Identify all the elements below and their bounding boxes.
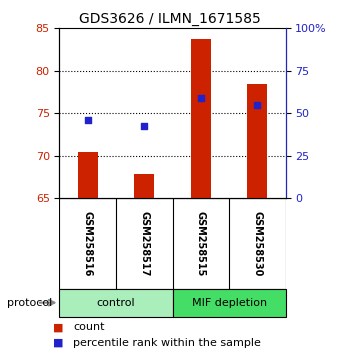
Bar — [59, 289, 173, 317]
Text: control: control — [97, 298, 135, 308]
Bar — [134, 175, 154, 198]
Text: GSM258530: GSM258530 — [252, 211, 262, 276]
Text: count: count — [73, 322, 105, 332]
Point — [255, 102, 260, 108]
Point — [85, 117, 90, 123]
Bar — [248, 84, 267, 198]
Bar — [78, 152, 98, 198]
Text: ■: ■ — [53, 338, 63, 348]
Text: ■: ■ — [53, 322, 63, 332]
Text: GDS3626 / ILMN_1671585: GDS3626 / ILMN_1671585 — [79, 12, 261, 27]
Bar — [191, 39, 211, 198]
Bar — [173, 289, 286, 317]
Text: percentile rank within the sample: percentile rank within the sample — [73, 338, 261, 348]
Text: GSM258517: GSM258517 — [139, 211, 149, 276]
Text: GSM258516: GSM258516 — [83, 211, 93, 276]
Text: protocol: protocol — [7, 298, 52, 308]
Point — [141, 123, 147, 129]
Point — [198, 95, 204, 101]
Text: MIF depletion: MIF depletion — [191, 298, 267, 308]
Text: GSM258515: GSM258515 — [196, 211, 206, 276]
